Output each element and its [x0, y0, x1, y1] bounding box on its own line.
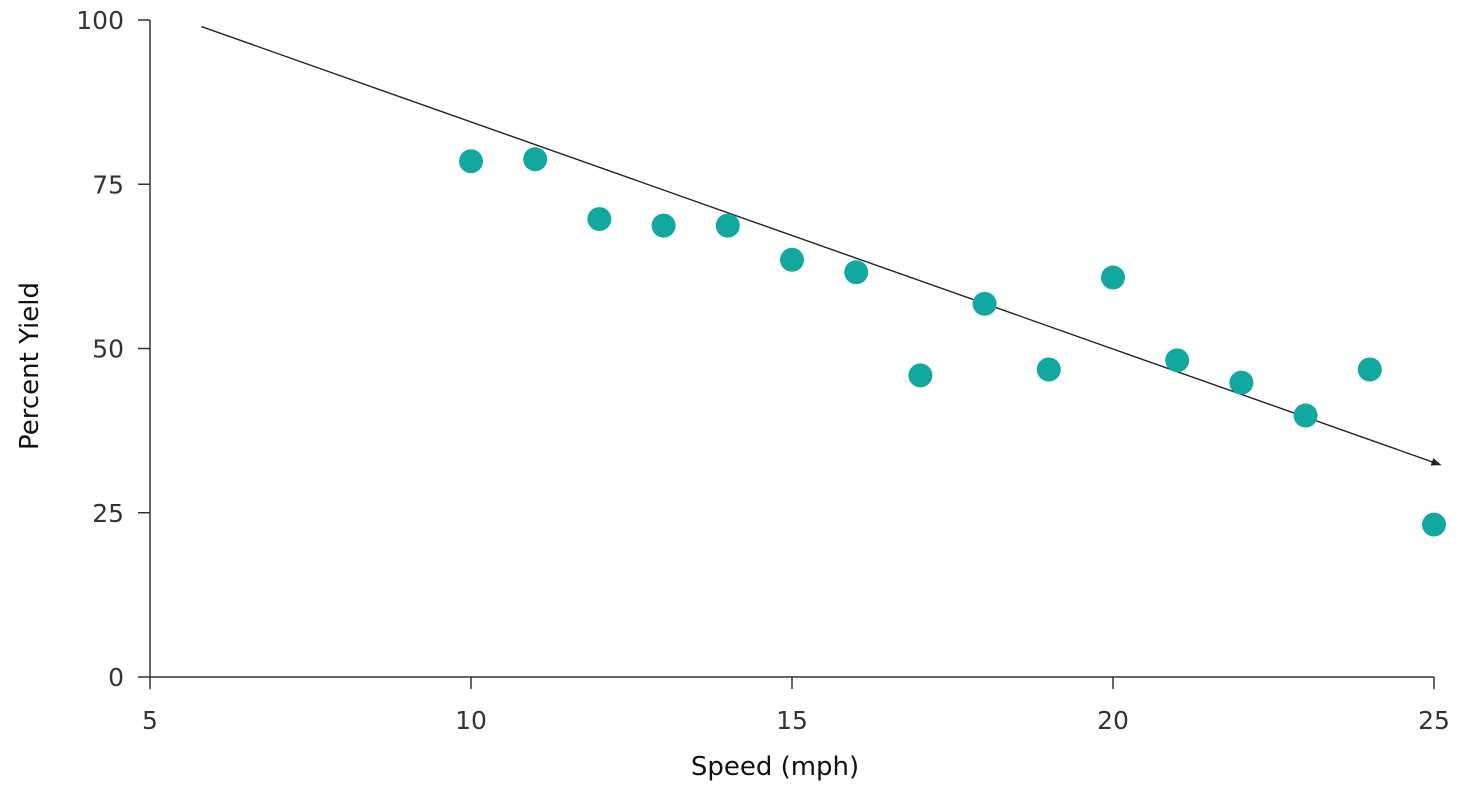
- x-axis-title: Speed (mph): [691, 752, 859, 782]
- data-point: [1036, 357, 1061, 382]
- y-axis-ticks: 0 25 50 75 100: [76, 6, 150, 692]
- data-point: [1422, 512, 1446, 537]
- y-tick-label: 100: [76, 6, 124, 35]
- x-tick-label: 20: [1097, 706, 1129, 735]
- y-tick-label: 25: [92, 499, 124, 528]
- data-point: [844, 260, 869, 285]
- x-tick-label: 15: [776, 706, 808, 735]
- x-axis-ticks: 5 10 15 20 25: [142, 677, 1450, 735]
- data-point: [1229, 370, 1254, 395]
- y-tick-label: 0: [108, 663, 124, 692]
- data-point: [1165, 348, 1190, 373]
- data-point: [1357, 357, 1382, 382]
- data-point: [587, 207, 612, 232]
- data-point: [780, 247, 804, 272]
- y-axis-title: Percent Yield: [15, 282, 45, 450]
- data-point: [1101, 265, 1125, 290]
- data-point: [1293, 403, 1318, 428]
- x-tick-label: 25: [1418, 706, 1450, 735]
- trend-line-arrow: [201, 25, 1442, 466]
- y-tick-label: 75: [92, 170, 124, 199]
- data-point: [523, 147, 548, 172]
- data-point: [908, 363, 933, 388]
- data-point: [715, 213, 740, 238]
- data-points: [459, 147, 1446, 537]
- data-point: [651, 213, 676, 238]
- data-point: [459, 149, 483, 174]
- x-tick-label: 10: [455, 706, 487, 735]
- y-tick-label: 50: [92, 335, 124, 364]
- x-tick-label: 5: [142, 706, 158, 735]
- data-point: [972, 291, 997, 316]
